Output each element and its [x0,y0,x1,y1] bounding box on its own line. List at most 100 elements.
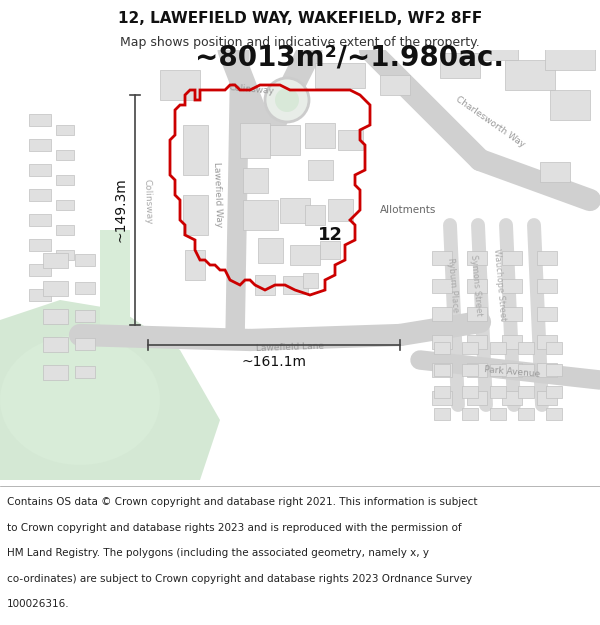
Bar [160,70,200,100]
Bar [490,364,506,376]
Bar [75,338,95,350]
Bar [537,363,557,377]
Bar [29,164,51,176]
Bar [482,40,517,60]
Bar [490,342,506,354]
Bar [432,335,452,349]
Bar [550,90,590,120]
Bar [75,310,95,322]
Bar [185,250,205,280]
Bar [502,307,522,321]
Bar [432,307,452,321]
Text: to Crown copyright and database rights 2023 and is reproduced with the permissio: to Crown copyright and database rights 2… [7,522,462,532]
Bar [467,391,487,405]
Bar [56,125,74,135]
Bar [518,342,534,354]
Bar [490,386,506,398]
Bar [43,336,67,351]
Bar [29,239,51,251]
Bar [467,335,487,349]
Text: co-ordinates) are subject to Crown copyright and database rights 2023 Ordnance S: co-ordinates) are subject to Crown copyr… [7,574,472,584]
Bar [29,189,51,201]
Bar [270,125,300,155]
Bar [56,150,74,160]
Bar [462,342,478,354]
Bar [432,391,452,405]
Bar [440,52,480,78]
Circle shape [265,78,309,122]
Text: Contains OS data © Crown copyright and database right 2021. This information is : Contains OS data © Crown copyright and d… [7,498,478,508]
Bar [29,114,51,126]
Polygon shape [0,300,220,480]
Bar [467,307,487,321]
Text: ~8013m²/~1.980ac.: ~8013m²/~1.980ac. [195,44,504,72]
Bar [467,363,487,377]
Bar [56,175,74,185]
Bar [43,364,67,379]
Bar [75,254,95,266]
Bar [280,198,310,222]
Bar [255,275,275,295]
Bar [75,366,95,378]
Bar [502,363,522,377]
Bar [56,225,74,235]
Bar [490,408,506,420]
Bar [290,245,320,265]
Bar [43,309,67,324]
Bar [56,250,74,260]
Bar [502,251,522,265]
Circle shape [275,88,299,112]
Bar [434,408,450,420]
Bar [29,139,51,151]
Bar [283,276,308,294]
Bar [537,335,557,349]
Bar [545,30,595,70]
Text: Allotments: Allotments [380,205,436,215]
Text: HM Land Registry. The polygons (including the associated geometry, namely x, y: HM Land Registry. The polygons (includin… [7,548,429,558]
Bar [29,214,51,226]
Bar [537,251,557,265]
Bar [546,408,562,420]
Ellipse shape [0,335,160,465]
Bar [75,282,95,294]
Bar [56,200,74,210]
Bar [546,386,562,398]
Bar [320,241,340,259]
Bar [305,205,325,225]
Bar [502,279,522,293]
Text: Lawefield Lane: Lawefield Lane [256,341,324,352]
Bar [43,281,67,296]
Bar [546,342,562,354]
Text: Symons Street: Symons Street [469,254,483,316]
Bar [432,363,452,377]
Bar [518,386,534,398]
Bar [434,386,450,398]
Bar [302,272,317,288]
Text: Colinsway: Colinsway [229,84,275,96]
Bar [240,122,270,158]
Bar [182,125,208,175]
Bar [462,364,478,376]
Text: ~161.1m: ~161.1m [241,355,307,369]
Bar [462,408,478,420]
Text: Lawefield Way: Lawefield Way [212,162,224,228]
Bar [462,386,478,398]
Bar [43,253,67,268]
Bar [537,279,557,293]
Bar [29,289,51,301]
Bar [502,335,522,349]
Bar [328,199,353,221]
Text: Colinsway: Colinsway [143,179,153,225]
Bar [467,279,487,293]
Bar [540,162,570,182]
Text: Wauchope Street: Wauchope Street [493,249,508,321]
Text: Map shows position and indicative extent of the property.: Map shows position and indicative extent… [120,36,480,49]
Bar [257,238,283,262]
Bar [518,364,534,376]
Text: ~149.3m: ~149.3m [113,177,127,242]
Bar [305,122,335,148]
Bar [505,60,555,90]
Bar [432,279,452,293]
Bar [467,251,487,265]
Bar [315,62,365,88]
